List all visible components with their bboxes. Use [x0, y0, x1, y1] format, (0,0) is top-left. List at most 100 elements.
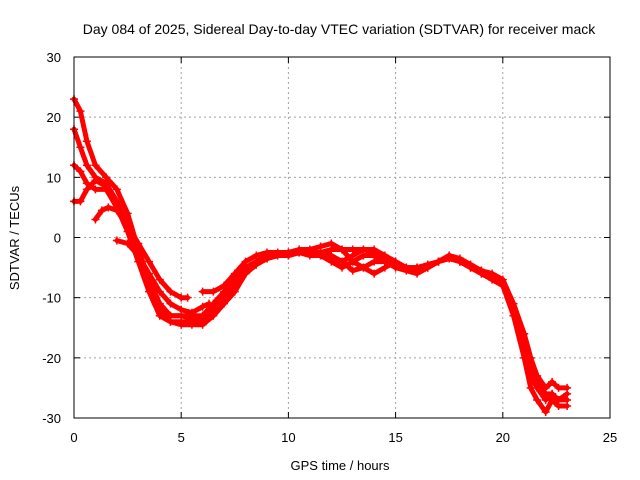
data-point	[509, 311, 518, 320]
data-point	[145, 257, 154, 266]
data-point	[370, 257, 379, 266]
data-point	[541, 407, 550, 416]
data-point	[466, 263, 475, 272]
data-point	[123, 221, 132, 230]
data-point	[145, 269, 154, 278]
x-tick-label: 15	[388, 430, 402, 445]
data-point	[305, 245, 314, 254]
data-point	[76, 107, 85, 116]
data-point	[338, 257, 346, 266]
data-point	[123, 239, 132, 248]
data-point	[526, 383, 535, 392]
series-track-4	[70, 176, 572, 416]
data-point	[145, 281, 154, 290]
data-point	[533, 395, 542, 404]
data-point	[434, 257, 443, 266]
y-tick-label: 10	[47, 170, 61, 185]
y-axis-label: SDTVAR / TECUs	[7, 185, 22, 290]
data-point	[205, 299, 214, 308]
data-point	[241, 257, 250, 266]
data-point	[262, 248, 271, 257]
y-tick-label: 20	[47, 110, 61, 125]
data-point	[295, 245, 304, 254]
data-point	[76, 167, 85, 176]
data-point	[520, 353, 529, 362]
data-point	[104, 203, 113, 212]
data-point	[155, 305, 164, 314]
series-trace	[71, 177, 570, 415]
series-trace	[114, 238, 212, 316]
chart-title: Day 084 of 2025, Sidereal Day-to-day VTE…	[83, 21, 596, 37]
data-point	[209, 287, 218, 296]
data-point	[455, 257, 464, 266]
data-point	[413, 269, 422, 278]
data-point	[380, 263, 389, 272]
data-point	[563, 401, 572, 410]
data-point	[391, 257, 400, 266]
data-point	[348, 266, 357, 275]
data-point	[327, 251, 336, 260]
data-point	[187, 308, 196, 317]
data-point	[402, 266, 411, 275]
data-point	[198, 320, 207, 329]
data-point	[498, 281, 507, 290]
x-tick-label: 0	[70, 430, 77, 445]
data-point	[166, 299, 175, 308]
y-axis-ticks: -30 -20 -10 0 10 20 30	[42, 50, 610, 426]
data-point	[112, 206, 121, 215]
data-point	[316, 242, 325, 251]
y-tick-label: 30	[47, 50, 61, 65]
data-point	[370, 269, 379, 278]
series-track-7	[198, 239, 400, 296]
y-tick-label: -20	[42, 351, 61, 366]
data-point	[134, 239, 143, 248]
data-point	[112, 185, 121, 194]
data-point	[166, 287, 175, 296]
series-track-6	[112, 236, 214, 317]
data-point	[177, 305, 186, 314]
data-point	[102, 182, 111, 191]
series-trace	[92, 204, 191, 301]
data-point	[82, 161, 91, 170]
data-point	[554, 401, 563, 410]
data-point	[348, 257, 357, 266]
data-point	[338, 245, 346, 254]
data-point	[198, 302, 207, 311]
data-point	[563, 389, 572, 398]
data-point	[327, 239, 336, 248]
data-point	[359, 263, 368, 272]
data-point	[112, 236, 121, 245]
data-point	[97, 206, 106, 215]
data-point	[284, 248, 293, 257]
data-point	[252, 251, 261, 260]
data-point	[554, 383, 563, 392]
x-tick-label: 5	[178, 430, 185, 445]
data-point	[220, 281, 229, 290]
x-tick-label: 10	[281, 430, 295, 445]
x-tick-label: 25	[603, 430, 617, 445]
data-point	[423, 263, 432, 272]
data-point	[183, 293, 192, 302]
data-point	[359, 251, 368, 260]
data-point	[134, 251, 143, 260]
data-point	[477, 269, 486, 278]
data-point	[91, 176, 100, 185]
data-point	[76, 197, 85, 206]
data-point	[273, 248, 282, 257]
data-point	[155, 287, 164, 296]
data-point	[91, 215, 100, 224]
data-point	[230, 269, 239, 278]
data-point	[488, 275, 497, 284]
data-point	[548, 395, 557, 404]
data-point	[155, 275, 164, 284]
data-point	[76, 143, 85, 152]
data-point	[82, 137, 91, 146]
data-point	[445, 251, 454, 260]
data-point	[198, 311, 207, 320]
y-tick-label: -30	[42, 411, 61, 426]
data-point	[82, 185, 91, 194]
x-axis-label: GPS time / hours	[291, 458, 390, 473]
data-point	[198, 287, 207, 296]
series-track-5	[91, 203, 192, 302]
